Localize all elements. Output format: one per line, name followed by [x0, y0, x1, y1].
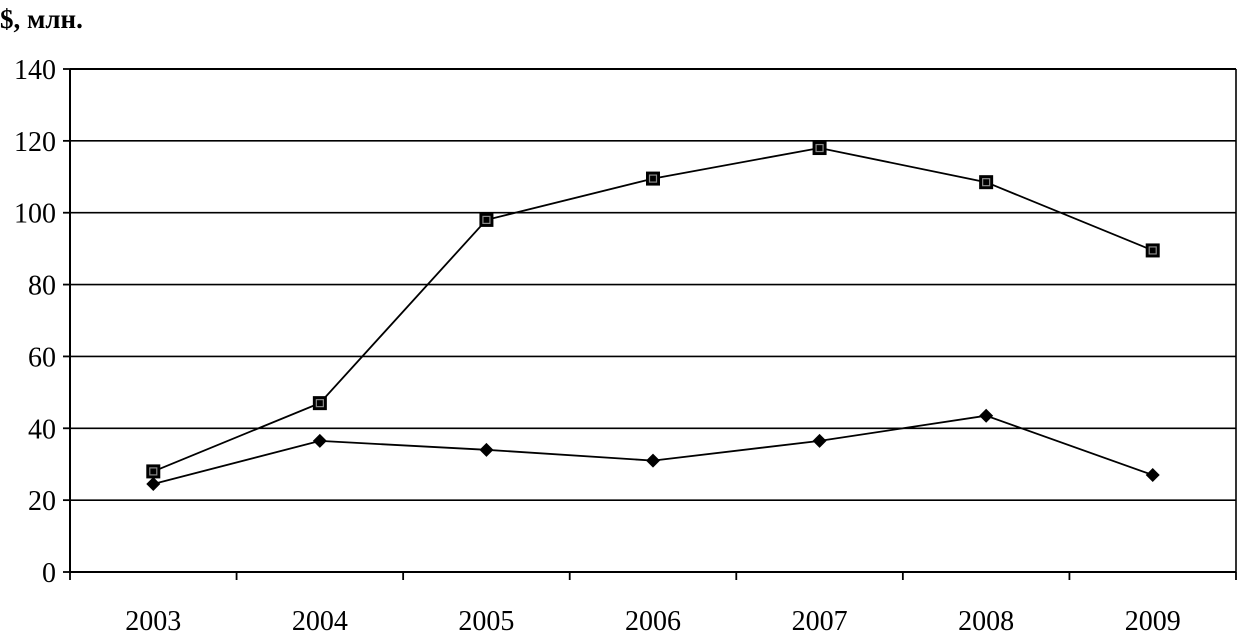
series-1-point-2005-outer [479, 212, 494, 227]
series-1-point-2005-inner [482, 215, 491, 224]
series-1-point-2007 [812, 141, 827, 156]
series-1-point-2003 [146, 464, 161, 479]
axes [63, 68, 1237, 580]
series-2-point-2005 [479, 442, 494, 457]
tick-labels: 0 20 40 60 80 100 120 140 2003 2004 2005 2006 2007 20… [14, 55, 1181, 637]
series-2-point-2006 [646, 453, 660, 468]
y-tick-label-40: 40 [28, 414, 56, 445]
gridlines [70, 68, 1236, 501]
series-2 [146, 408, 1160, 491]
series-1-point-2003-inner [149, 467, 158, 476]
y-tick-label-80: 80 [28, 271, 56, 302]
y-tick-label-0: 0 [42, 558, 56, 589]
y-tick-label-100: 100 [14, 199, 56, 230]
y-tick-label-60: 60 [28, 342, 56, 373]
x-tick-label-2008: 2008 [958, 606, 1014, 633]
series-2-point-2008 [979, 408, 994, 423]
x-tick-label-2005: 2005 [458, 606, 514, 633]
y-tick-label-120: 120 [14, 127, 56, 158]
series-1-point-2009-outer [1145, 243, 1160, 258]
series-2-line [153, 414, 1154, 485]
series-2-point-2003 [146, 476, 161, 491]
series-1 [146, 141, 1160, 479]
series-1-point-2007-outer [812, 141, 827, 156]
x-tick-label-2007: 2007 [792, 606, 848, 633]
series-1-point-2006-outer [646, 171, 660, 186]
series-1-point-2004-outer [312, 396, 327, 411]
y-tick-label-140: 140 [14, 55, 56, 86]
series-1-point-2009 [1145, 243, 1160, 258]
series-1-point-2004 [312, 396, 327, 411]
x-tick-label-2003: 2003 [125, 606, 181, 633]
series-1-point-2008 [979, 175, 994, 190]
series-1-point-2003-outer [146, 464, 161, 479]
series-1-point-2005 [479, 212, 494, 227]
series-2-point-2007 [812, 433, 827, 448]
x-tick-label-2009: 2009 [1125, 606, 1181, 633]
series-1-line [152, 147, 1154, 473]
series-1-point-2004-inner [315, 399, 324, 408]
series-1-point-2008-inner [982, 178, 991, 187]
x-tick-label-2004: 2004 [292, 606, 348, 633]
series-1-point-2006-inner [648, 174, 658, 183]
series-2-point-2009 [1145, 467, 1160, 482]
y-tick-label-20: 20 [28, 486, 56, 517]
series-1-point-2007-inner [815, 143, 824, 153]
x-tick-label-2006: 2006 [625, 606, 681, 633]
series-1-point-2009-inner [1148, 246, 1157, 255]
series-1-point-2006 [646, 171, 660, 186]
series [146, 141, 1160, 491]
series-2-point-2004 [312, 433, 327, 448]
series-1-point-2008-outer [979, 175, 994, 190]
y-axis-label: $, млн. [0, 4, 83, 34]
